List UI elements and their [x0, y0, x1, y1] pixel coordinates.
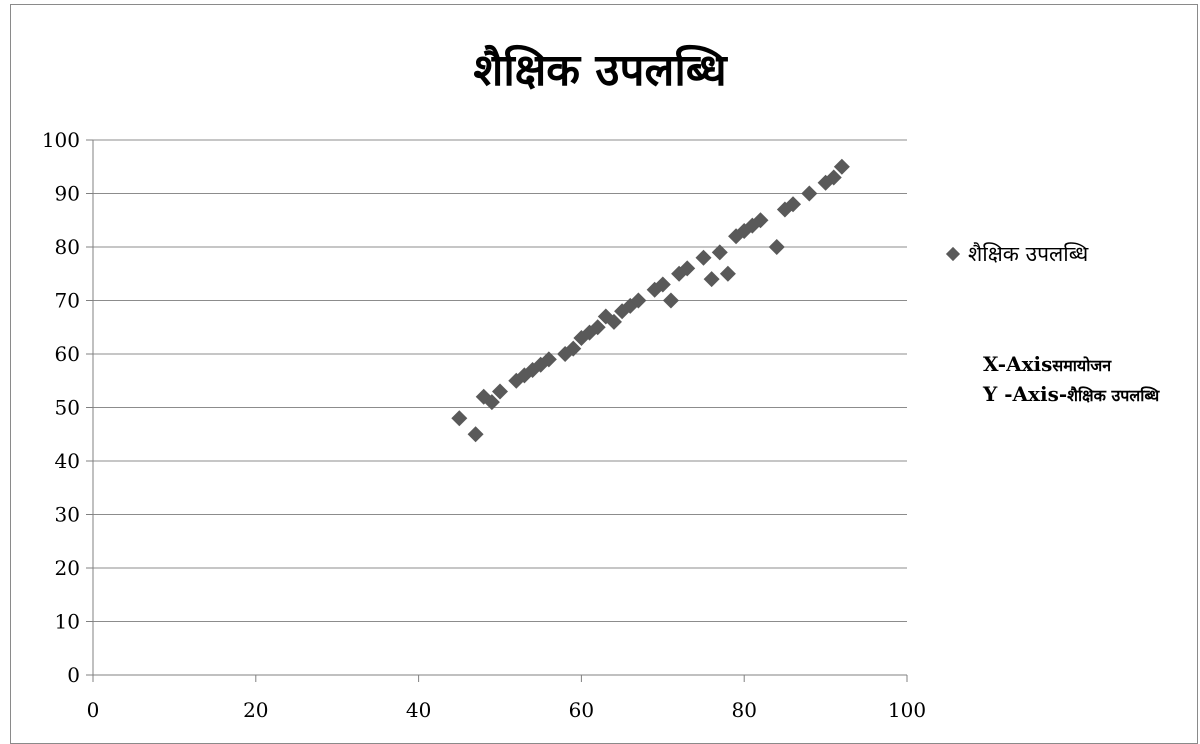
y-tick-label: 20	[55, 556, 80, 580]
data-point	[540, 351, 557, 368]
y-tick-label: 50	[55, 396, 80, 420]
y-tick-label: 0	[67, 663, 80, 687]
legend-label: शैक्षिक उपलब्धि	[968, 242, 1089, 266]
y-tick-label: 10	[55, 610, 80, 634]
data-point	[703, 271, 720, 288]
x-tick-label: 80	[731, 698, 756, 722]
data-point	[451, 410, 468, 427]
data-point	[630, 292, 647, 309]
y-tick-label: 60	[55, 342, 80, 366]
data-point	[752, 212, 769, 229]
data-point	[662, 292, 679, 309]
data-point	[695, 249, 712, 266]
axis-note-y: Y -Axis-शैक्षिक उपलब्धि	[983, 382, 1160, 406]
data-point	[785, 196, 802, 213]
y-tick-label: 90	[55, 182, 80, 206]
axis-note-x: X-Axisसमायोजन	[983, 352, 1112, 376]
data-point	[711, 244, 728, 261]
data-point	[483, 394, 500, 411]
x-tick-label: 60	[569, 698, 594, 722]
y-tick-label: 40	[55, 449, 80, 473]
data-point	[768, 239, 785, 255]
y-tick-label: 80	[55, 235, 80, 259]
data-point	[833, 158, 850, 175]
x-tick-label: 0	[87, 698, 100, 722]
data-point	[801, 185, 818, 202]
x-tick-label: 100	[888, 698, 926, 722]
data-point	[467, 426, 484, 443]
data-point	[605, 313, 622, 330]
data-point	[825, 169, 842, 186]
data-point	[589, 319, 606, 336]
data-point	[679, 260, 696, 277]
x-tick-label: 20	[243, 698, 268, 722]
data-point	[719, 265, 736, 282]
legend: शैक्षिक उपलब्धि	[944, 240, 1088, 268]
legend-marker-icon	[945, 246, 961, 262]
data-point	[654, 276, 671, 293]
chart-title: शैक्षिक उपलब्धि	[473, 45, 727, 96]
y-tick-label: 100	[42, 128, 80, 152]
x-tick-label: 40	[406, 698, 431, 722]
axis-note: X-Axisसमायोजन Y -Axis-शैक्षिक उपलब्धि	[983, 350, 1183, 410]
y-tick-label: 70	[55, 289, 80, 313]
chart-frame	[10, 4, 1198, 744]
data-point	[492, 383, 508, 400]
y-tick-label: 30	[55, 503, 80, 527]
data-point	[565, 340, 582, 357]
